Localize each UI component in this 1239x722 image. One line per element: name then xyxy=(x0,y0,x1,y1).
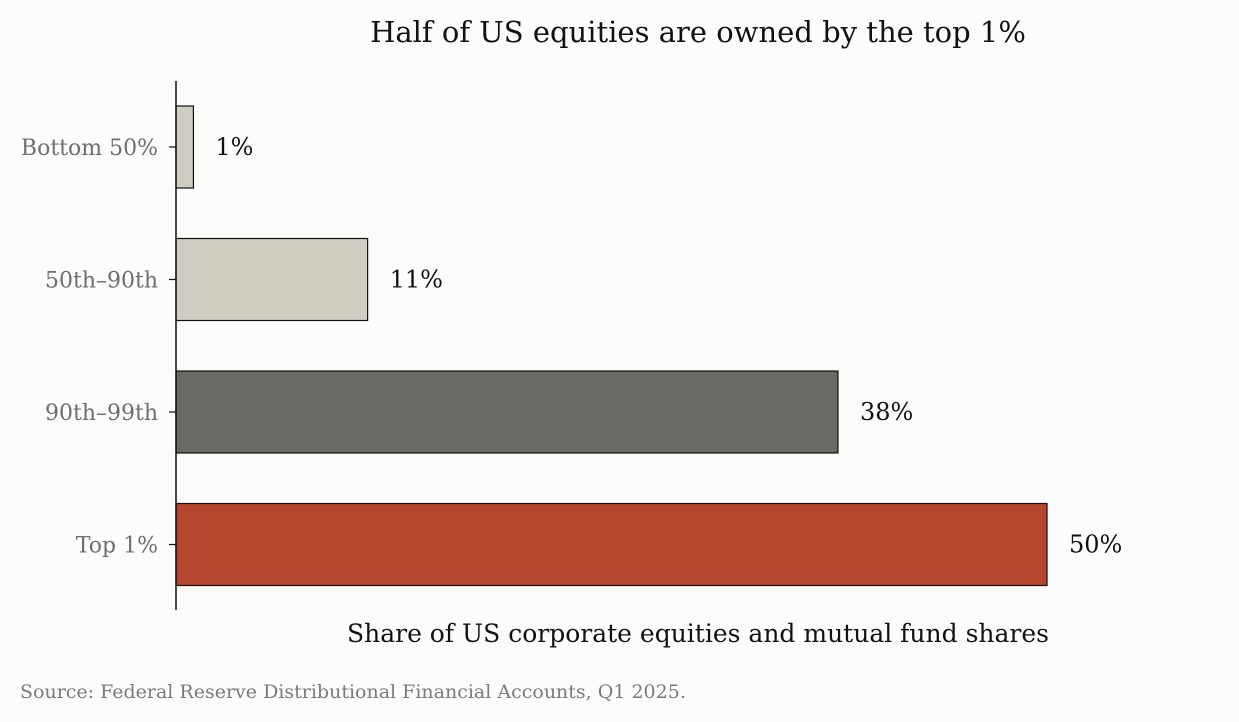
bars-layer: Bottom 50% 1% 50th–90th 11% 90th–99th 38% Top … xyxy=(21,105,1122,587)
data-label-0: 1% xyxy=(215,133,253,161)
y-tick-label-2: 90th–99th xyxy=(45,401,158,426)
y-tick-label-0: Bottom 50% xyxy=(21,136,158,161)
bar-1 xyxy=(175,237,369,322)
x-axis-label: Share of US corporate equities and mutua… xyxy=(347,619,1049,648)
data-label-3: 50% xyxy=(1069,531,1122,559)
y-tick-label-3: Top 1% xyxy=(76,534,158,559)
source-note: Source: Federal Reserve Distributional F… xyxy=(20,681,686,703)
y-tick-label-1: 50th–90th xyxy=(45,269,158,294)
bar-2 xyxy=(175,370,839,454)
chart-title: Half of US equities are owned by the top… xyxy=(370,15,1026,49)
bar-3 xyxy=(175,502,1048,587)
bar-0 xyxy=(175,105,195,189)
data-label-2: 38% xyxy=(860,398,913,426)
data-label-1: 11% xyxy=(390,266,443,294)
